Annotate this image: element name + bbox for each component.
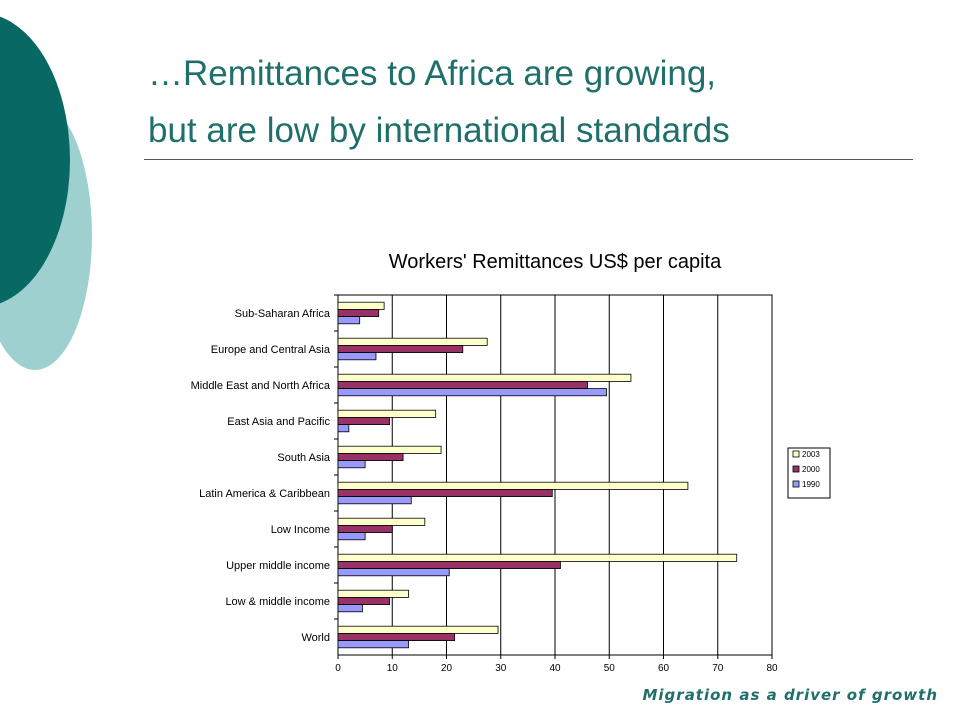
bar-1990 — [337, 352, 377, 361]
x-tick-label: 50 — [604, 663, 616, 674]
bar-1990 — [337, 532, 366, 541]
x-tick-label: 10 — [387, 663, 399, 674]
dark-teal-circle — [0, 16, 70, 304]
x-tick-label: 30 — [495, 663, 507, 674]
legend-label-1990: 1990 — [802, 480, 820, 489]
bar-2003 — [337, 481, 689, 490]
slide-title-line-2: but are low by international standards — [148, 111, 730, 150]
bar-1990 — [337, 640, 409, 649]
category-label: Sub-Saharan Africa — [235, 308, 331, 320]
category-label: Middle East and North Africa — [191, 380, 331, 392]
x-tick-label: 0 — [335, 663, 341, 674]
bar-2000 — [337, 632, 456, 641]
bar-2003 — [337, 409, 437, 418]
bar-2003 — [337, 589, 409, 598]
slide-title-line-1: …Remittances to Africa are growing, — [148, 54, 717, 93]
x-tick-label: 40 — [549, 663, 561, 674]
bar-2000 — [337, 560, 561, 569]
category-label: Low Income — [271, 524, 330, 536]
bar-1990 — [337, 568, 450, 577]
bar-2003 — [337, 517, 426, 526]
category-label: East Asia and Pacific — [227, 416, 330, 428]
bar-2003 — [337, 373, 632, 382]
bar-2000 — [337, 309, 380, 318]
bar-2000 — [337, 345, 464, 354]
bar-2000 — [337, 524, 393, 533]
bar-2003 — [337, 445, 442, 454]
bar-1990 — [337, 424, 350, 433]
legend-swatch-2000 — [792, 465, 800, 473]
bar-1990 — [337, 388, 607, 397]
bar-2003 — [337, 625, 499, 634]
x-tick-label: 70 — [712, 663, 724, 674]
footer-text: Migration as a driver of growth — [642, 686, 938, 704]
bar-1990 — [337, 496, 412, 505]
chart-title: Workers' Remittances US$ per capita — [389, 251, 722, 273]
legend-label-2000: 2000 — [802, 465, 820, 474]
bar-2003 — [337, 301, 385, 310]
bar-1990 — [337, 316, 361, 325]
bar-2003 — [337, 337, 488, 346]
title-underline — [144, 159, 913, 160]
bar-2000 — [337, 488, 553, 497]
legend-swatch-2003 — [792, 450, 800, 458]
x-tick-label: 80 — [766, 663, 778, 674]
bar-2003 — [337, 553, 738, 562]
legend-swatch-1990 — [792, 480, 800, 488]
decorative-circles — [0, 16, 92, 370]
bar-2000 — [337, 380, 588, 389]
x-tick-label: 20 — [441, 663, 453, 674]
legend-label-2003: 2003 — [802, 450, 820, 459]
remittances-bar-chart: Workers' Remittances US$ per capita 0 10 20… — [191, 251, 831, 674]
bar-1990 — [337, 460, 366, 469]
category-label: South Asia — [277, 452, 330, 464]
bar-2000 — [337, 596, 390, 605]
bar-2000 — [337, 416, 390, 425]
bar-2000 — [337, 452, 404, 461]
bar-1990 — [337, 604, 363, 613]
category-label: Europe and Central Asia — [211, 344, 331, 356]
x-tick-label: 60 — [658, 663, 670, 674]
category-label: World — [301, 632, 330, 644]
category-label: Upper middle income — [226, 560, 330, 572]
category-label: Low & middle income — [225, 596, 330, 608]
category-label: Latin America & Caribbean — [199, 488, 330, 500]
